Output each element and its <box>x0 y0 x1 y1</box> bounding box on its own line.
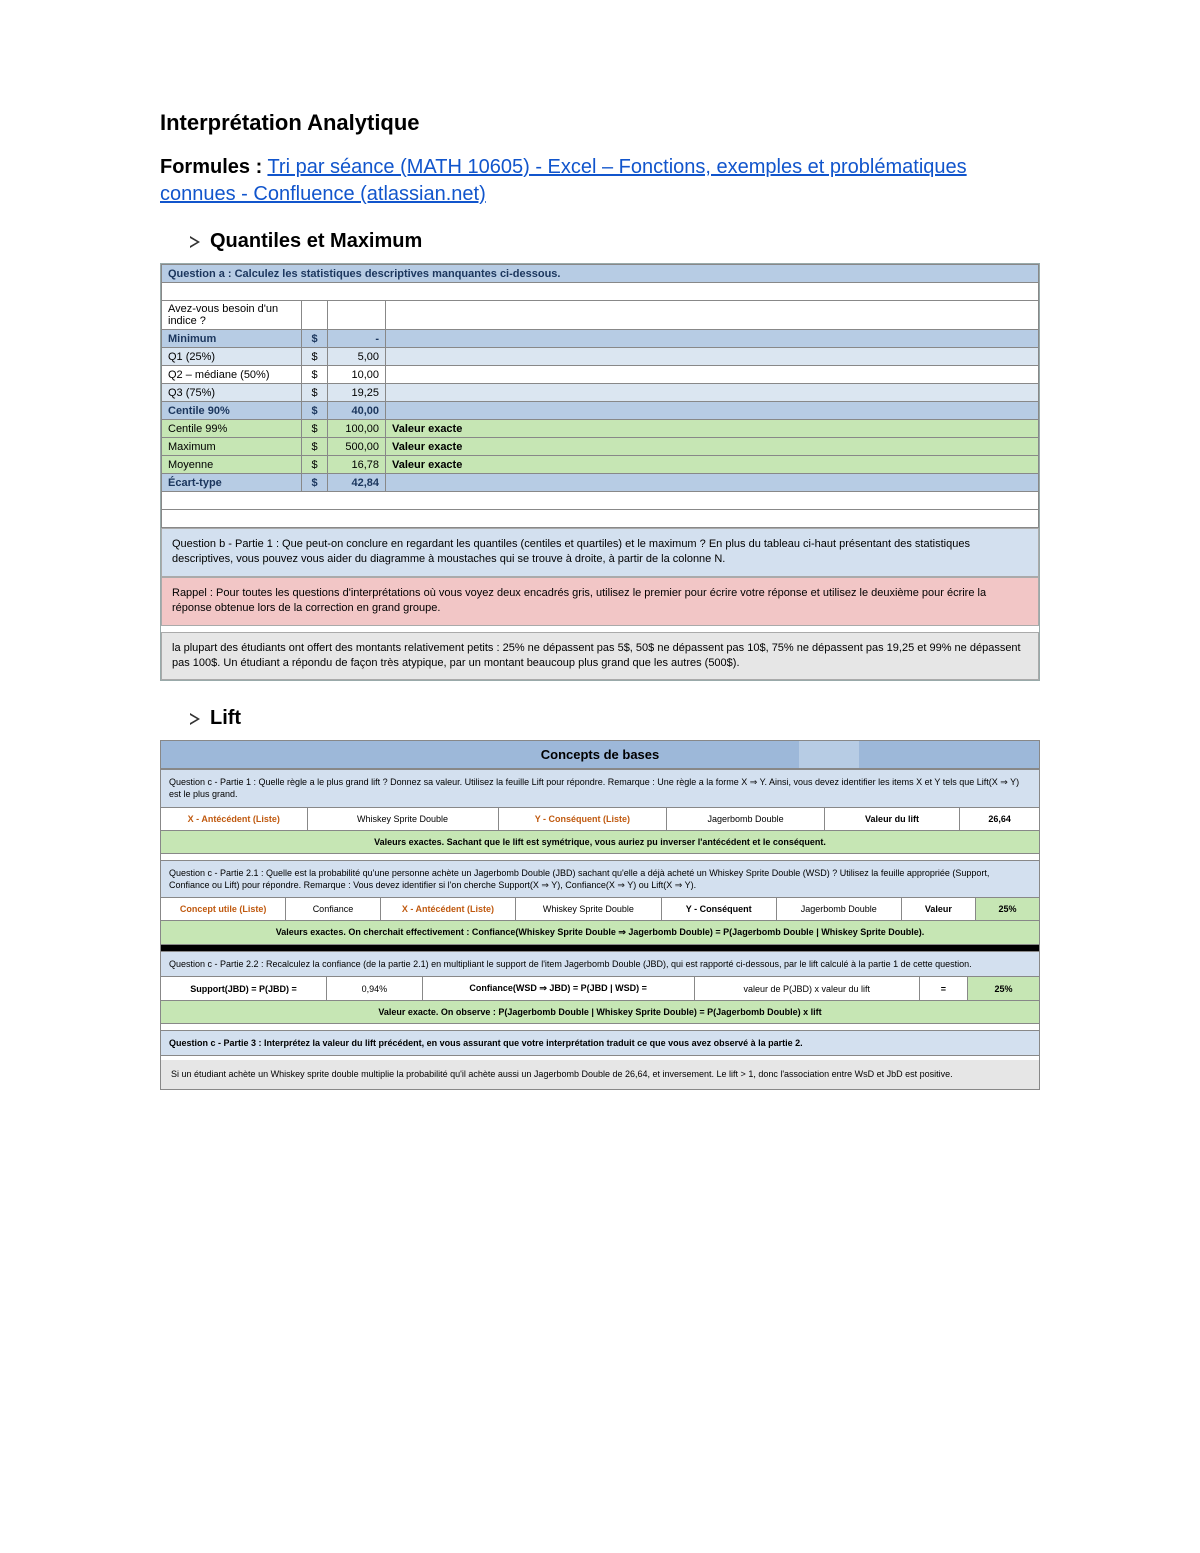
hint-label: Avez-vous besoin d'un indice ? <box>162 301 302 330</box>
lift-panel: Concepts de bases Question c - Partie 1 … <box>160 740 1040 1089</box>
lift-row3: Support(JBD) = P(JBD) = 0,94% Confiance(… <box>161 977 1039 1001</box>
section2-title: Lift <box>210 707 241 730</box>
table-row: Centile 90%$40,00 <box>162 402 1039 420</box>
table-row: Q2 – médiane (50%)$10,00 <box>162 366 1039 384</box>
question-b: Question b - Partie 1 : Que peut-on conc… <box>161 528 1039 577</box>
table-row: Centile 99%$100,00Valeur exacte <box>162 420 1039 438</box>
answer-b: la plupart des étudiants ont offert des … <box>161 632 1039 681</box>
rappel-box: Rappel : Pour toutes les questions d'int… <box>161 577 1039 626</box>
table-row: Moyenne$16,78Valeur exacte <box>162 456 1039 474</box>
section-lift-heading: Lift <box>190 707 1040 730</box>
section-quantiles-heading: Quantiles et Maximum <box>190 230 1040 253</box>
stats-table: Question a : Calculez les statistiques d… <box>161 264 1039 528</box>
green1: Valeurs exactes. Sachant que le lift est… <box>161 831 1039 854</box>
table-row: Q3 (75%)$19,25 <box>162 384 1039 402</box>
page-title: Interprétation Analytique <box>160 110 1040 136</box>
green2: Valeurs exactes. On cherchait effectivem… <box>161 921 1039 945</box>
table-row: Minimum$- <box>162 330 1039 348</box>
formules-label: Formules : <box>160 156 262 178</box>
section1-title: Quantiles et Maximum <box>210 230 422 253</box>
lift-row2: Concept utile (Liste) Confiance X - Anté… <box>161 898 1039 921</box>
hint-row: Avez-vous besoin d'un indice ? <box>162 301 1039 330</box>
quantiles-panel: Question a : Calculez les statistiques d… <box>160 263 1040 681</box>
qc-p3: Question c - Partie 3 : Interprétez la v… <box>161 1030 1039 1056</box>
table-row: Q1 (25%)$5,00 <box>162 348 1039 366</box>
question-a: Question a : Calculez les statistiques d… <box>162 265 1039 283</box>
qc-p22: Question c - Partie 2.2 : Recalculez la … <box>161 951 1039 977</box>
qc-p1: Question c - Partie 1 : Quelle règle a l… <box>161 769 1039 807</box>
answer-c3: Si un étudiant achète un Whiskey sprite … <box>161 1060 1039 1089</box>
arrow-icon <box>190 713 200 725</box>
formules-link[interactable]: Tri par séance (MATH 10605) - Excel – Fo… <box>160 156 967 205</box>
table-row: Écart-type$42,84 <box>162 474 1039 492</box>
qc-p21: Question c - Partie 2.1 : Quelle est la … <box>161 860 1039 898</box>
table-row: Maximum$500,00Valeur exacte <box>162 438 1039 456</box>
formules-line: Formules : Tri par séance (MATH 10605) -… <box>160 154 1040 208</box>
hint-black <box>386 301 1039 330</box>
green3: Valeur exacte. On observe : P(Jagerbomb … <box>161 1001 1039 1024</box>
concepts-header: Concepts de bases <box>161 741 1039 769</box>
arrow-icon <box>190 236 200 248</box>
lift-row1: X - Antécédent (Liste) Whiskey Sprite Do… <box>161 808 1039 831</box>
